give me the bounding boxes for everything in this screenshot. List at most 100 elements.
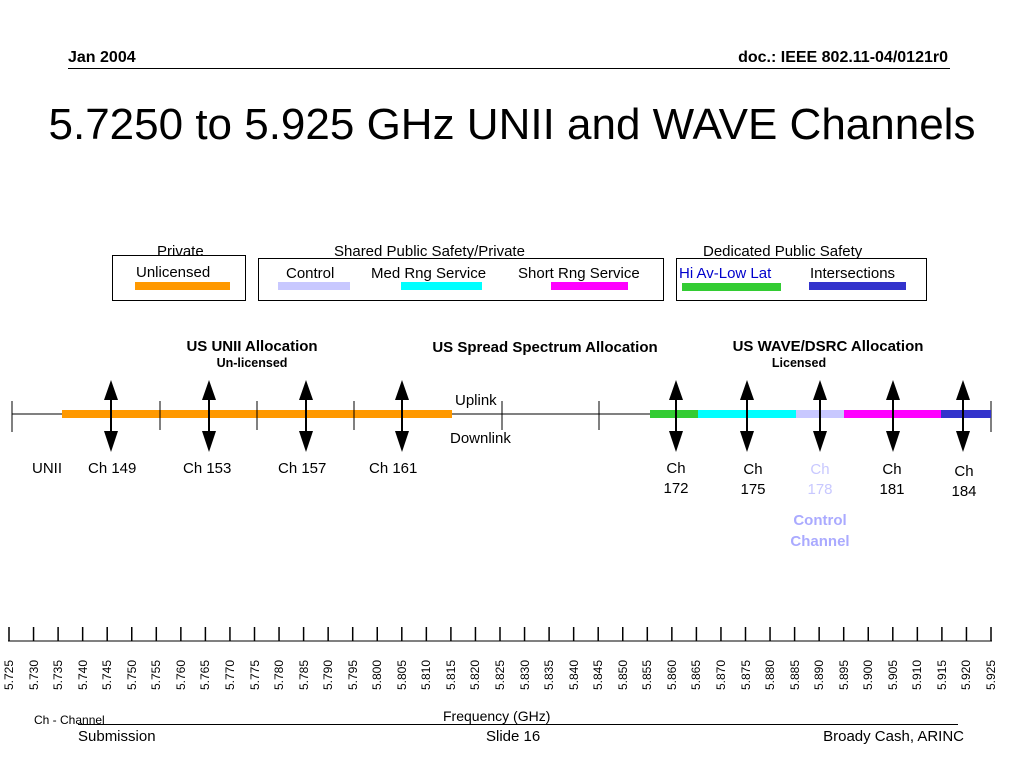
frequency-axis bbox=[8, 627, 992, 642]
legend-unlicensed-label: Unlicensed bbox=[136, 264, 211, 281]
legend-shared-box bbox=[258, 258, 664, 301]
uplink-label: Uplink bbox=[455, 392, 497, 409]
channel-label-149: Ch 149 bbox=[88, 460, 137, 477]
frequency-tick-label: 5.890 bbox=[812, 659, 827, 690]
legend-med-rng-swatch bbox=[401, 282, 482, 290]
legend-control-label: Control bbox=[286, 265, 335, 282]
frequency-tick-label: 5.810 bbox=[419, 659, 434, 690]
header-date: Jan 2004 bbox=[68, 49, 136, 66]
frequency-axis-ticks bbox=[8, 627, 992, 641]
wave-allocation-subtitle: Licensed bbox=[771, 356, 827, 370]
frequency-tick-label: 5.735 bbox=[51, 659, 66, 690]
frequency-tick-label: 5.850 bbox=[615, 659, 630, 690]
channel-arrow-172 bbox=[669, 380, 683, 452]
legend-hi-av-swatch bbox=[682, 283, 781, 291]
control-channel-note: Control Channel bbox=[790, 512, 850, 550]
unii-label: UNII bbox=[32, 460, 62, 477]
frequency-tick-label: 5.775 bbox=[247, 659, 262, 690]
ch172-band-segment bbox=[650, 410, 698, 418]
downlink-label: Downlink bbox=[450, 430, 511, 447]
frequency-tick-label: 5.740 bbox=[75, 659, 90, 690]
frequency-tick-label: 5.795 bbox=[345, 659, 360, 690]
legend-dedicated-box bbox=[676, 258, 927, 301]
frequency-tick-label: 5.900 bbox=[861, 659, 876, 690]
frequency-tick-label: 5.895 bbox=[836, 659, 851, 690]
channel-arrow-178 bbox=[813, 380, 827, 452]
legend-private-box bbox=[112, 255, 246, 301]
legend-intersections-label: Intersections bbox=[810, 265, 896, 282]
footer-submission: Submission bbox=[78, 728, 156, 745]
channel-arrow-181 bbox=[886, 380, 900, 452]
channel-band-diagram bbox=[11, 380, 992, 452]
unii-allocation-subtitle: Un-licensed bbox=[216, 356, 288, 370]
unii-band-ticks bbox=[159, 404, 355, 424]
channel-label-178: Ch 178 bbox=[807, 461, 833, 498]
frequency-tick-label: 5.910 bbox=[910, 659, 925, 690]
frequency-tick-label: 5.790 bbox=[321, 659, 336, 690]
channel-label-153: Ch 153 bbox=[183, 460, 232, 477]
unii-allocation-title: US UNII Allocation bbox=[186, 338, 318, 355]
frequency-tick-label: 5.840 bbox=[566, 659, 581, 690]
frequency-tick-label: 5.750 bbox=[124, 659, 139, 690]
frequency-tick-label: 5.755 bbox=[149, 659, 164, 690]
channel-arrow-149 bbox=[104, 380, 118, 452]
frequency-tick-label: 5.915 bbox=[934, 659, 949, 690]
frequency-tick-label: 5.860 bbox=[664, 659, 679, 690]
header-doc-id: doc.: IEEE 802.11-04/0121r0 bbox=[738, 49, 948, 66]
channel-label-175: Ch 175 bbox=[740, 461, 766, 498]
legend-short-rng-label: Short Rng Service bbox=[518, 265, 640, 282]
frequency-tick-label: 5.925 bbox=[984, 659, 998, 690]
frequency-tick-label: 5.865 bbox=[689, 659, 704, 690]
frequency-tick-label: 5.730 bbox=[26, 659, 41, 690]
legend-med-rng-label: Med Rng Service bbox=[371, 265, 487, 282]
legend-shared-header: Shared Public Safety/Private bbox=[334, 243, 525, 260]
spread-spectrum-allocation-title: US Spread Spectrum Allocation bbox=[432, 339, 658, 356]
legend-hi-av-label: Hi Av-Low Lat bbox=[679, 265, 772, 282]
legend-unlicensed-swatch bbox=[135, 282, 230, 290]
frequency-tick-label: 5.905 bbox=[885, 659, 900, 690]
frequency-tick-label: 5.875 bbox=[738, 659, 753, 690]
frequency-tick-label: 5.880 bbox=[763, 659, 778, 690]
frequency-axis-label: Frequency (GHz) bbox=[443, 708, 551, 724]
frequency-tick-label: 5.855 bbox=[640, 659, 655, 690]
channel-arrow-153 bbox=[202, 380, 216, 452]
footer-author: Broady Cash, ARINC bbox=[823, 728, 964, 745]
frequency-tick-label: 5.820 bbox=[468, 659, 483, 690]
channel-arrow-175 bbox=[740, 380, 754, 452]
footer-divider bbox=[78, 724, 958, 725]
frequency-tick-label: 5.800 bbox=[370, 659, 385, 690]
frequency-tick-label: 5.805 bbox=[394, 659, 409, 690]
frequency-tick-label: 5.825 bbox=[493, 659, 507, 690]
footer-slide-number: Slide 16 bbox=[486, 728, 541, 745]
frequency-tick-label: 5.830 bbox=[517, 659, 532, 690]
frequency-tick-label: 5.725 bbox=[2, 659, 16, 690]
channel-arrow-157 bbox=[299, 380, 313, 452]
channel-label-161: Ch 161 bbox=[369, 460, 418, 477]
legend-intersections-swatch bbox=[809, 282, 906, 290]
ch184-band-segment bbox=[941, 410, 991, 418]
frequency-tick-label: 5.870 bbox=[713, 659, 728, 690]
header-divider bbox=[68, 68, 950, 69]
frequency-tick-label: 5.745 bbox=[100, 659, 115, 690]
channel-arrow-161 bbox=[395, 380, 409, 452]
channel-label-172: Ch 172 bbox=[663, 460, 689, 497]
channel-footnote: Ch - Channel bbox=[34, 713, 105, 727]
frequency-tick-label: 5.780 bbox=[272, 659, 287, 690]
frequency-tick-label: 5.785 bbox=[296, 659, 311, 690]
channel-label-181: Ch 181 bbox=[879, 461, 905, 498]
legend-control-swatch bbox=[278, 282, 350, 290]
frequency-tick-label: 5.770 bbox=[222, 659, 237, 690]
frequency-tick-label: 5.765 bbox=[198, 659, 213, 690]
frequency-tick-label: 5.835 bbox=[542, 659, 557, 690]
channel-arrow-184 bbox=[956, 380, 970, 452]
frequency-tick-label: 5.815 bbox=[443, 659, 458, 690]
frequency-tick-label: 5.920 bbox=[959, 659, 974, 690]
channel-arrows bbox=[104, 380, 970, 452]
channel-label-184: Ch 184 bbox=[951, 463, 977, 500]
frequency-tick-label: 5.845 bbox=[591, 659, 606, 690]
slide-title: 5.7250 to 5.925 GHz UNII and WAVE Channe… bbox=[48, 100, 976, 149]
legend-dedicated-header: Dedicated Public Safety bbox=[703, 243, 863, 260]
wave-allocation-title: US WAVE/DSRC Allocation bbox=[732, 338, 924, 355]
channel-label-157: Ch 157 bbox=[278, 460, 327, 477]
frequency-tick-label: 5.760 bbox=[173, 659, 188, 690]
